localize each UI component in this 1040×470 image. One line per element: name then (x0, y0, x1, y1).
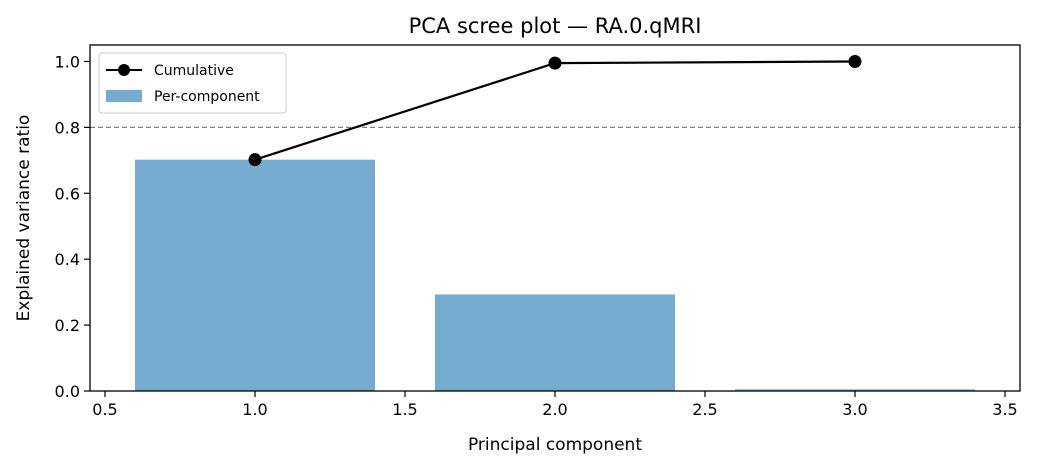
x-tick-label: 1.0 (242, 400, 267, 419)
legend-label-per-component: Per-component (154, 89, 260, 105)
y-axis-ticks: 0.0 0.2 0.4 0.6 0.8 1.0 (55, 52, 90, 401)
y-axis-label: Explained variance ratio (14, 115, 34, 322)
x-tick-label: 3.0 (842, 400, 867, 419)
y-tick-label: 1.0 (55, 52, 80, 71)
legend: Cumulative Per-component (98, 52, 287, 114)
y-tick-label: 0.6 (55, 184, 80, 203)
cumulative-marker (548, 56, 562, 70)
x-tick-label: 2.5 (692, 400, 717, 419)
y-tick-label: 0.2 (55, 316, 80, 335)
x-tick-label: 2.0 (542, 400, 567, 419)
bar-component-1 (135, 159, 375, 391)
bar-component-2 (435, 294, 675, 391)
legend-bar-swatch (106, 90, 142, 102)
cumulative-polyline (254, 60, 856, 161)
y-tick-label: 0.0 (55, 382, 80, 401)
per-component-bars (135, 159, 975, 391)
legend-marker-icon (118, 64, 130, 76)
cumulative-line (248, 54, 862, 167)
legend-box (98, 52, 287, 114)
bar-component-3 (735, 389, 975, 391)
x-tick-label: 3.5 (992, 400, 1017, 419)
legend-label-cumulative: Cumulative (154, 63, 234, 79)
x-tick-label: 0.5 (92, 400, 117, 419)
chart-title: PCA scree plot — RA.0.qMRI (409, 14, 702, 38)
cumulative-marker (248, 153, 262, 167)
y-tick-label: 0.8 (55, 118, 80, 137)
cumulative-marker (848, 54, 862, 68)
x-axis-ticks: 0.5 1.0 1.5 2.0 2.5 3.0 3.5 (92, 391, 1018, 419)
x-axis-label: Principal component (468, 435, 642, 455)
x-tick-label: 1.5 (392, 400, 417, 419)
y-tick-label: 0.4 (55, 250, 80, 269)
